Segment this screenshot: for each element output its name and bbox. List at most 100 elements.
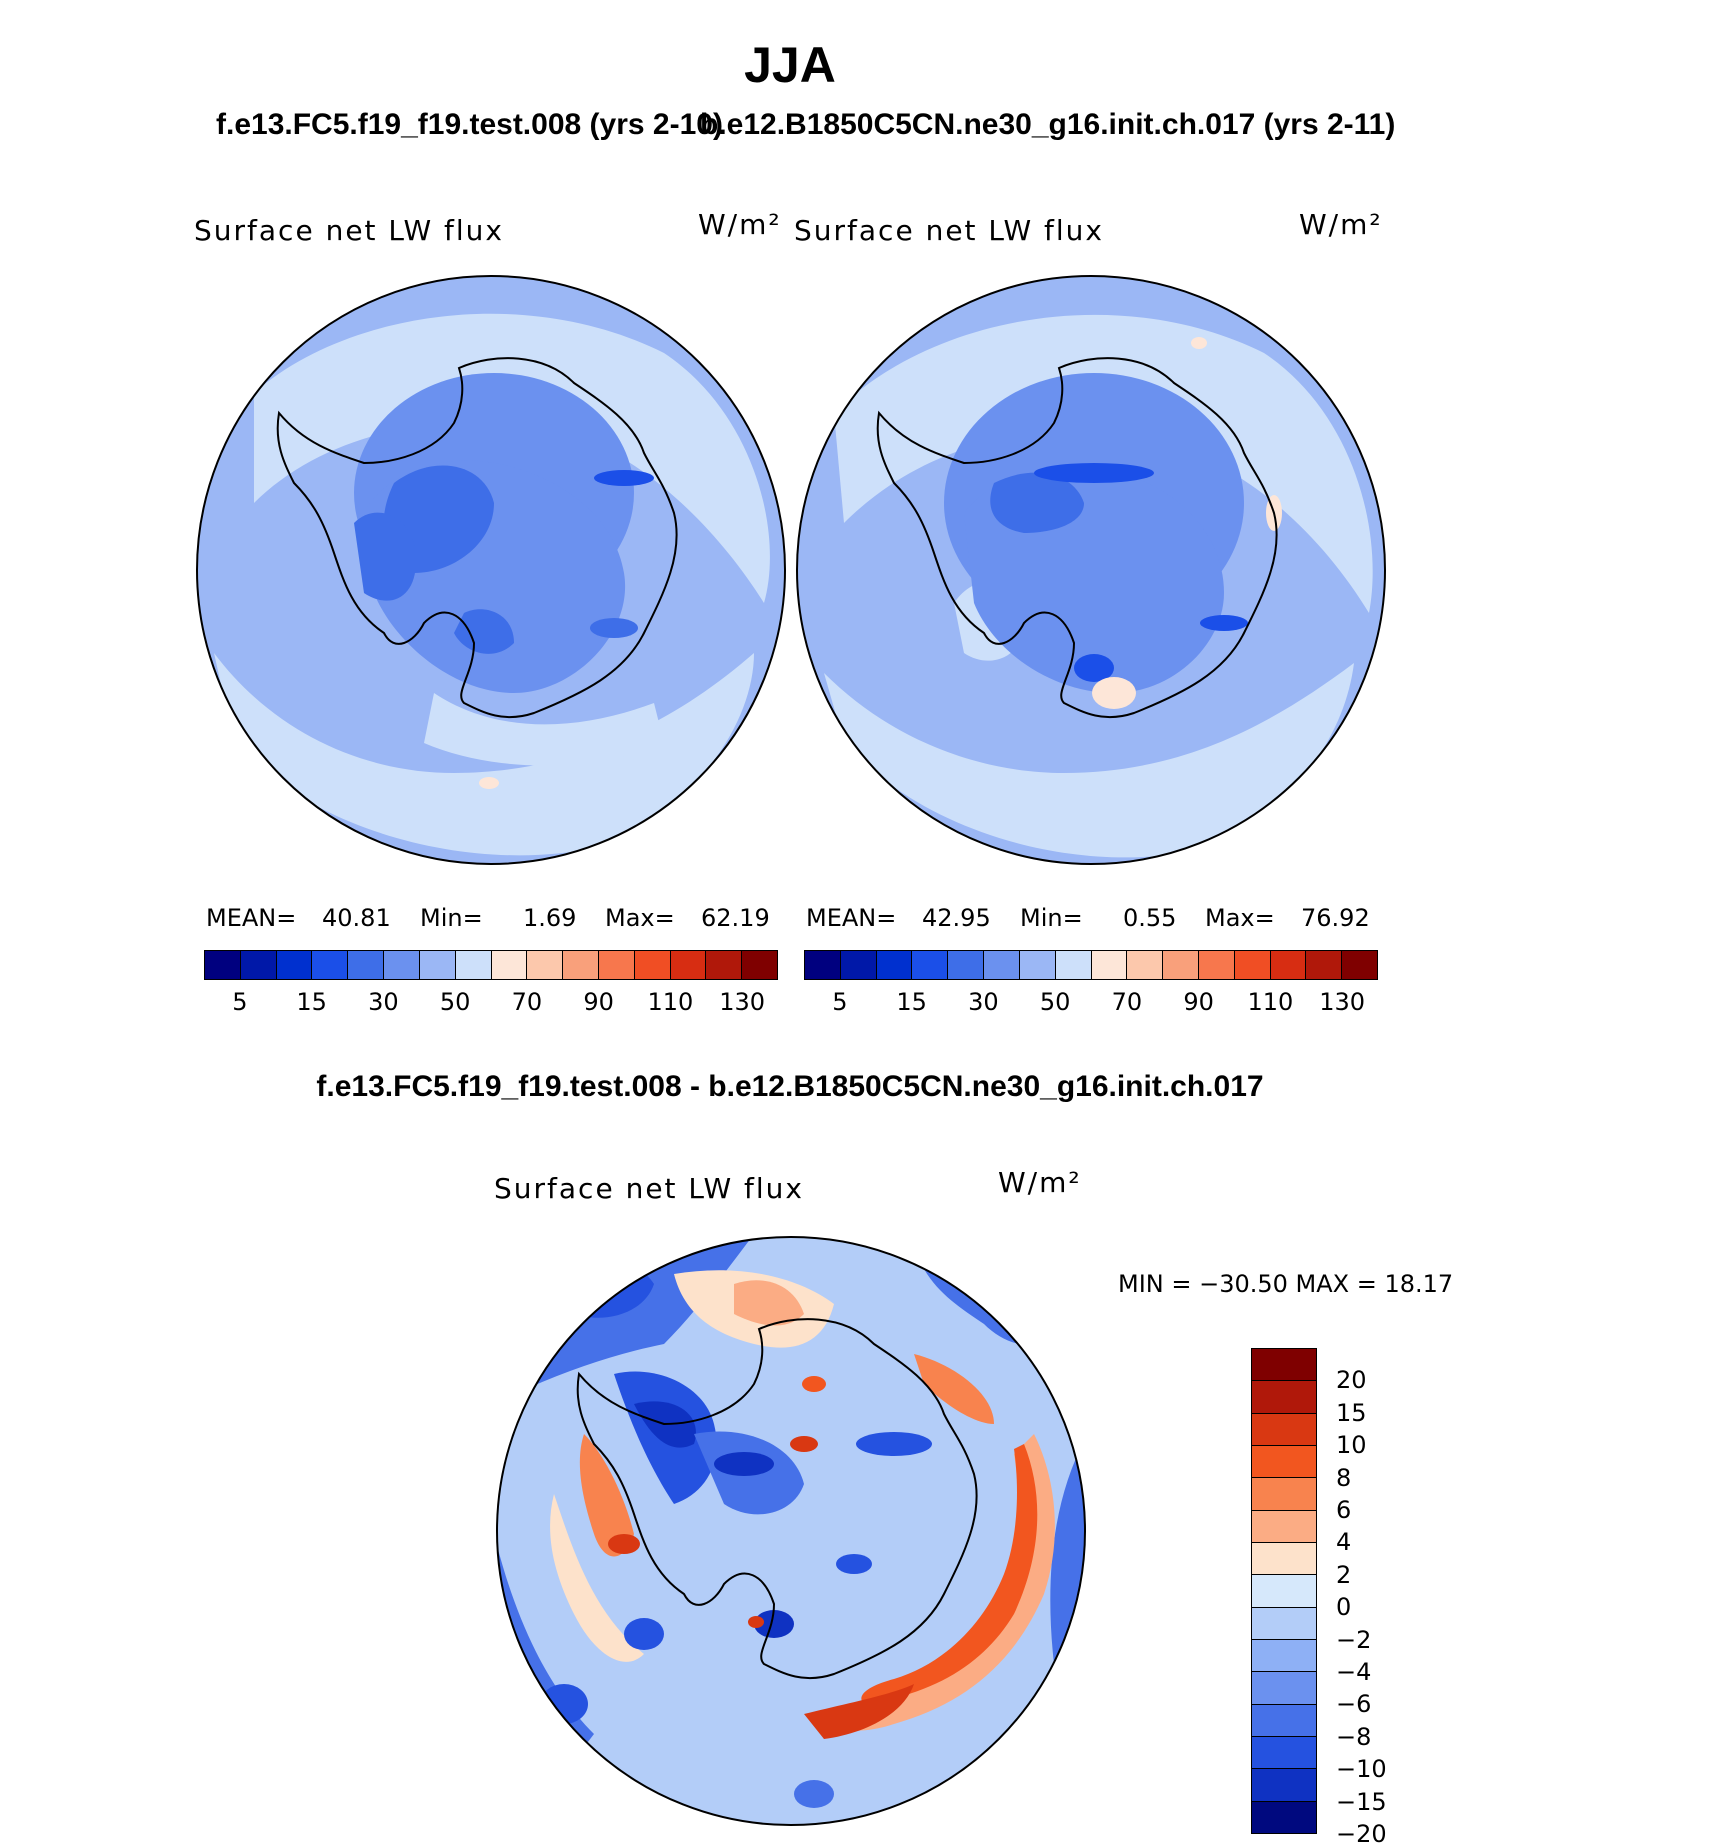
panel1-colorbar-swatch-4	[348, 951, 385, 979]
difference-colorbar-tick-label: −20	[1336, 1820, 1387, 1848]
difference-colorbar-ticks: 20 15 10 8 6 4 2 0 −2 −4 −6 −8 −10 −15 −20	[1336, 1348, 1416, 1848]
panel2-colorbar-swatch-15	[1342, 951, 1377, 979]
difference-colorbar-tick-label: −4	[1336, 1658, 1372, 1686]
difference-colorbar-swatch-14	[1252, 1801, 1316, 1833]
panel2-colorbar-swatch-4	[948, 951, 985, 979]
case2-title: b.e12.B1850C5CN.ne30_g16.init.ch.017 (yr…	[700, 108, 1396, 141]
panel2-colorbar-tick-label: 110	[1247, 988, 1294, 1016]
panel2-colorbar-swatch-13	[1270, 951, 1307, 979]
season-title: JJA	[744, 37, 836, 93]
difference-colorbar-tick-label: −2	[1336, 1625, 1372, 1654]
panel1-colorbar	[204, 950, 778, 980]
panel2-colorbar-swatch-8	[1091, 951, 1128, 979]
panel1-units-label: W/m²	[698, 208, 782, 241]
panel2-min-value: 0.55	[1123, 904, 1177, 932]
panel2-colorbar-swatch-14	[1306, 951, 1343, 979]
panel1-colorbar-tick-label: 5	[232, 988, 248, 1016]
panel2-colorbar-tick-label: 50	[1039, 988, 1071, 1016]
difference-colorbar-swatch-2	[1252, 1413, 1316, 1446]
panel2-max-value: 76.92	[1301, 904, 1370, 932]
panel1-colorbar-swatch-0	[205, 951, 241, 979]
panel1-colorbar-swatch-8	[491, 951, 528, 979]
difference-colorbar-swatch-12	[1252, 1736, 1316, 1770]
panel2-polar-map	[796, 275, 1386, 865]
difference-colorbar-tick-label: −10	[1336, 1755, 1387, 1784]
panel1-max-value: 62.19	[701, 904, 770, 932]
panel2-colorbar-tick-label: 30	[968, 988, 999, 1016]
panel2-mean-value: 42.95	[922, 904, 991, 932]
panel1-colorbar-swatch-5	[384, 951, 420, 979]
difference-colorbar-tick-label: 6	[1336, 1496, 1352, 1524]
panel1-colorbar-swatch-15	[742, 951, 777, 979]
difference-colorbar-swatch-5	[1252, 1510, 1316, 1543]
difference-colorbar-swatch-1	[1252, 1381, 1316, 1414]
difference-colorbar-swatch-9	[1252, 1639, 1316, 1673]
diff-min-max-stats: MIN = −30.50 MAX = 18.17	[1118, 1270, 1454, 1298]
panel1-max-label: Max=	[605, 904, 675, 932]
difference-colorbar-tick-label: 2	[1336, 1560, 1352, 1589]
diff-variable-label: Surface net LW flux	[494, 1172, 804, 1205]
panel1-colorbar-swatch-1	[240, 951, 277, 979]
panel1-colorbar-swatch-13	[670, 951, 707, 979]
panel2-colorbar-tick-label: 130	[1319, 988, 1366, 1016]
panel1-colorbar-tick-label: 50	[439, 988, 471, 1016]
panel1-colorbar-swatch-6	[419, 951, 456, 979]
difference-colorbar-tick-label: 8	[1336, 1463, 1352, 1492]
panel1-colorbar-swatch-3	[312, 951, 349, 979]
panel2-colorbar-tick-label: 5	[832, 988, 848, 1016]
panel2-units-label: W/m²	[1299, 208, 1383, 241]
difference-colorbar-tick-label: −6	[1336, 1690, 1372, 1719]
panel2-mean-label: MEAN=	[806, 904, 897, 932]
panel1-variable-label: Surface net LW flux	[194, 214, 504, 247]
panel1-colorbar-tick-label: 130	[719, 988, 766, 1016]
panel1-colorbar-swatch-14	[706, 951, 743, 979]
panel1-colorbar-swatch-9	[527, 951, 564, 979]
panel1-colorbar-tick-label: 15	[296, 988, 327, 1016]
panel1-colorbar-swatch-11	[598, 951, 635, 979]
panel1-colorbar-tick-label: 70	[511, 988, 543, 1016]
difference-colorbar-swatch-10	[1252, 1672, 1316, 1705]
panel2-variable-label: Surface net LW flux	[794, 214, 1104, 247]
panel2-colorbar-ticks: 5 15 30 50 70 90 110 130	[804, 988, 1378, 1018]
panel2-colorbar-swatch-5	[984, 951, 1020, 979]
panel1-mean-value: 40.81	[322, 904, 391, 932]
panel2-colorbar-swatch-7	[1055, 951, 1092, 979]
panel1-colorbar-swatch-12	[634, 951, 671, 979]
difference-colorbar-swatch-8	[1252, 1607, 1316, 1640]
panel2-colorbar-swatch-0	[805, 951, 841, 979]
panel1-colorbar-swatch-2	[276, 951, 313, 979]
panel1-min-label: Min=	[420, 904, 483, 932]
panel2-colorbar-swatch-6	[1019, 951, 1056, 979]
panel2-colorbar-tick-label: 15	[896, 988, 927, 1016]
difference-colorbar-swatch-7	[1252, 1575, 1316, 1608]
panel1-min-value: 1.69	[523, 904, 577, 932]
panel1-mean-label: MEAN=	[206, 904, 297, 932]
panel2-colorbar-swatch-9	[1127, 951, 1164, 979]
panel1-colorbar-swatch-10	[563, 951, 599, 979]
panel2-max-label: Max=	[1205, 904, 1275, 932]
difference-colorbar-tick-label: 4	[1336, 1528, 1352, 1557]
panel2-colorbar-tick-label: 90	[1183, 988, 1214, 1016]
difference-colorbar-tick-label: 10	[1336, 1431, 1367, 1460]
panel2-colorbar-swatch-11	[1198, 951, 1235, 979]
difference-colorbar-swatch-0	[1252, 1349, 1316, 1382]
panel1-colorbar-ticks: 5 15 30 50 70 90 110 130	[204, 988, 778, 1018]
panel2-colorbar	[804, 950, 1378, 980]
panel2-colorbar-swatch-2	[876, 951, 913, 979]
difference-colorbar-swatch-6	[1252, 1542, 1316, 1576]
panel1-colorbar-swatch-7	[455, 951, 492, 979]
panel1-colorbar-tick-label: 30	[368, 988, 399, 1016]
case1-title: f.e13.FC5.f19_f19.test.008 (yrs 2-10)	[216, 108, 723, 141]
panel2-colorbar-swatch-10	[1163, 951, 1199, 979]
panel2-colorbar-swatch-1	[840, 951, 877, 979]
difference-colorbar	[1251, 1348, 1317, 1834]
panel1-colorbar-tick-label: 110	[647, 988, 694, 1016]
panel2-min-label: Min=	[1020, 904, 1083, 932]
panel2-colorbar-swatch-12	[1234, 951, 1271, 979]
difference-colorbar-tick-label: 0	[1336, 1593, 1352, 1622]
difference-colorbar-swatch-4	[1252, 1478, 1316, 1511]
difference-colorbar-tick-label: −15	[1336, 1787, 1387, 1816]
difference-colorbar-swatch-11	[1252, 1704, 1316, 1737]
difference-colorbar-swatch-13	[1252, 1769, 1316, 1802]
panel2-colorbar-swatch-3	[912, 951, 949, 979]
